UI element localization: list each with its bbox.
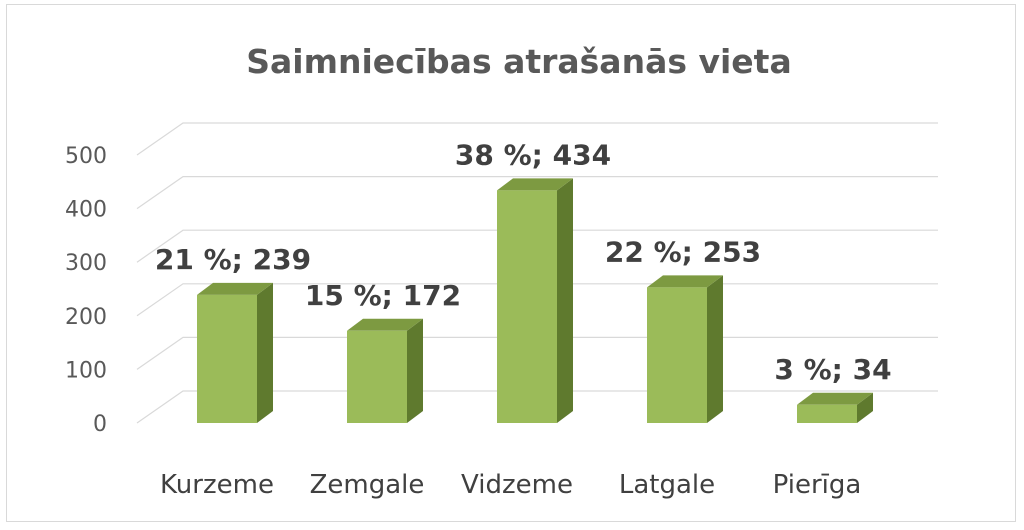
gridline <box>136 122 938 156</box>
bar-top-face <box>797 392 873 405</box>
data-label: 3 %; 34 <box>774 353 891 386</box>
bar-side-face <box>707 275 723 423</box>
bar-front-face <box>497 190 557 423</box>
bar <box>647 275 723 423</box>
y-tick-label: 300 <box>65 251 107 276</box>
bar-side-face <box>407 318 423 423</box>
bar-chart: Saimniecības atrašanās vieta 0 100 200 300 4… <box>65 42 938 500</box>
y-tick-label: 0 <box>93 412 107 437</box>
bar-top-face <box>197 282 273 295</box>
gridline <box>136 229 938 263</box>
y-tick-label: 500 <box>65 144 107 169</box>
chart-frame: Saimniecības atrašanās vieta 0 100 200 300 4… <box>6 4 1016 522</box>
y-tick-label: 400 <box>65 198 107 223</box>
bar <box>797 392 873 423</box>
category-label: Kurzeme <box>160 470 274 500</box>
category-label: Vidzeme <box>461 470 573 500</box>
bar-top-face <box>647 275 723 288</box>
bar <box>347 318 423 423</box>
bars <box>197 178 873 423</box>
bar-top-face <box>497 178 573 191</box>
chart-title: Saimniecības atrašanās vieta <box>246 42 791 81</box>
y-axis-ticks: 0 100 200 300 400 500 <box>65 144 107 437</box>
bar-front-face <box>797 404 857 423</box>
bar <box>497 178 573 423</box>
x-axis-categories: Kurzeme Zemgale Vidzeme Latgale Pierīga <box>160 470 861 500</box>
category-label: Pierīga <box>773 470 862 500</box>
bar-front-face <box>647 287 707 423</box>
y-tick-label: 200 <box>65 305 107 330</box>
y-tick-label: 100 <box>65 358 107 383</box>
bar-front-face <box>347 330 407 423</box>
bar-side-face <box>857 392 873 423</box>
bar-top-face <box>347 318 423 331</box>
category-label: Zemgale <box>310 470 425 500</box>
category-label: Latgale <box>619 470 715 500</box>
bar-side-face <box>257 282 273 423</box>
bar-side-face <box>557 178 573 423</box>
bar-front-face <box>197 294 257 423</box>
data-label: 38 %; 434 <box>455 138 611 171</box>
gridline <box>136 176 938 210</box>
data-label: 21 %; 239 <box>155 243 311 276</box>
data-label: 22 %; 253 <box>605 235 761 268</box>
data-label: 15 %; 172 <box>305 279 461 312</box>
bar <box>197 282 273 423</box>
